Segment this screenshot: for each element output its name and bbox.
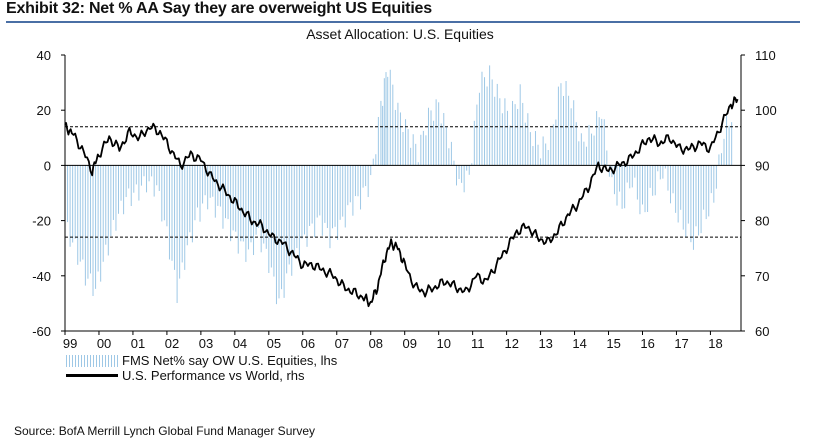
x-tick-label: 00 <box>97 336 111 351</box>
title-rule <box>6 21 800 23</box>
x-tick-label: 15 <box>606 336 620 351</box>
legend: FMS Net% say OW U.S. Equities, lhs U.S. … <box>66 353 337 383</box>
x-tick-label: 06 <box>301 336 315 351</box>
exhibit-title: Exhibit 32: Net % AA Say they are overwe… <box>6 0 432 17</box>
x-tick-label: 05 <box>267 336 281 351</box>
y-right-tick-label: 70 <box>755 269 769 284</box>
bars-layer <box>64 65 733 305</box>
legend-item-bars: FMS Net% say OW U.S. Equities, lhs <box>66 353 337 368</box>
x-tick-label: 99 <box>63 336 77 351</box>
x-tick-label: 13 <box>538 336 552 351</box>
x-tick-label: 04 <box>233 336 247 351</box>
x-tick-label: 08 <box>369 336 383 351</box>
y-right-tick-label: 90 <box>755 158 769 173</box>
y-left-tick-label: 20 <box>37 103 51 118</box>
reference-lines <box>65 126 741 238</box>
x-tick-label: 18 <box>708 336 722 351</box>
y-right-tick-label: 80 <box>755 214 769 229</box>
y-right-tick-label: 60 <box>755 324 769 339</box>
source-note: Source: BofA Merrill Lynch Global Fund M… <box>14 424 316 438</box>
chart-title: Asset Allocation: U.S. Equities <box>306 26 494 42</box>
legend-label-line: U.S. Performance vs World, rhs <box>122 368 305 383</box>
x-tick-label: 16 <box>640 336 654 351</box>
legend-swatch-line <box>66 374 118 377</box>
x-tick-label: 11 <box>471 336 485 351</box>
y-left-tick-label: 40 <box>37 48 51 63</box>
x-tick-label: 09 <box>403 336 417 351</box>
legend-label-bars: FMS Net% say OW U.S. Equities, lhs <box>122 353 338 368</box>
line-layer <box>64 96 739 308</box>
y-left-tick-label: -20 <box>32 214 51 229</box>
x-tick-label: 01 <box>131 336 145 351</box>
x-tick-label: 07 <box>335 336 349 351</box>
x-tick-label: 02 <box>165 336 179 351</box>
x-tick-label: 17 <box>674 336 688 351</box>
x-tick-label: 10 <box>437 336 451 351</box>
x-tick-label: 03 <box>199 336 213 351</box>
y-right-tick-label: 100 <box>755 103 777 118</box>
axes-layer: 40 20 0 -20 -40 -60 110 100 90 80 70 60 99 00 01 02 03 04… <box>32 48 777 351</box>
x-tick-label: 14 <box>572 336 586 351</box>
legend-swatch-bars <box>66 354 118 367</box>
y-right-tick-label: 110 <box>755 48 776 63</box>
y-left-tick-label: 0 <box>44 158 51 173</box>
x-tick-label: 12 <box>504 336 518 351</box>
line-series-us-performance <box>64 96 739 308</box>
legend-item-line: U.S. Performance vs World, rhs <box>66 368 337 383</box>
y-left-tick-label: -40 <box>32 269 51 284</box>
y-left-tick-label: -60 <box>32 324 51 339</box>
